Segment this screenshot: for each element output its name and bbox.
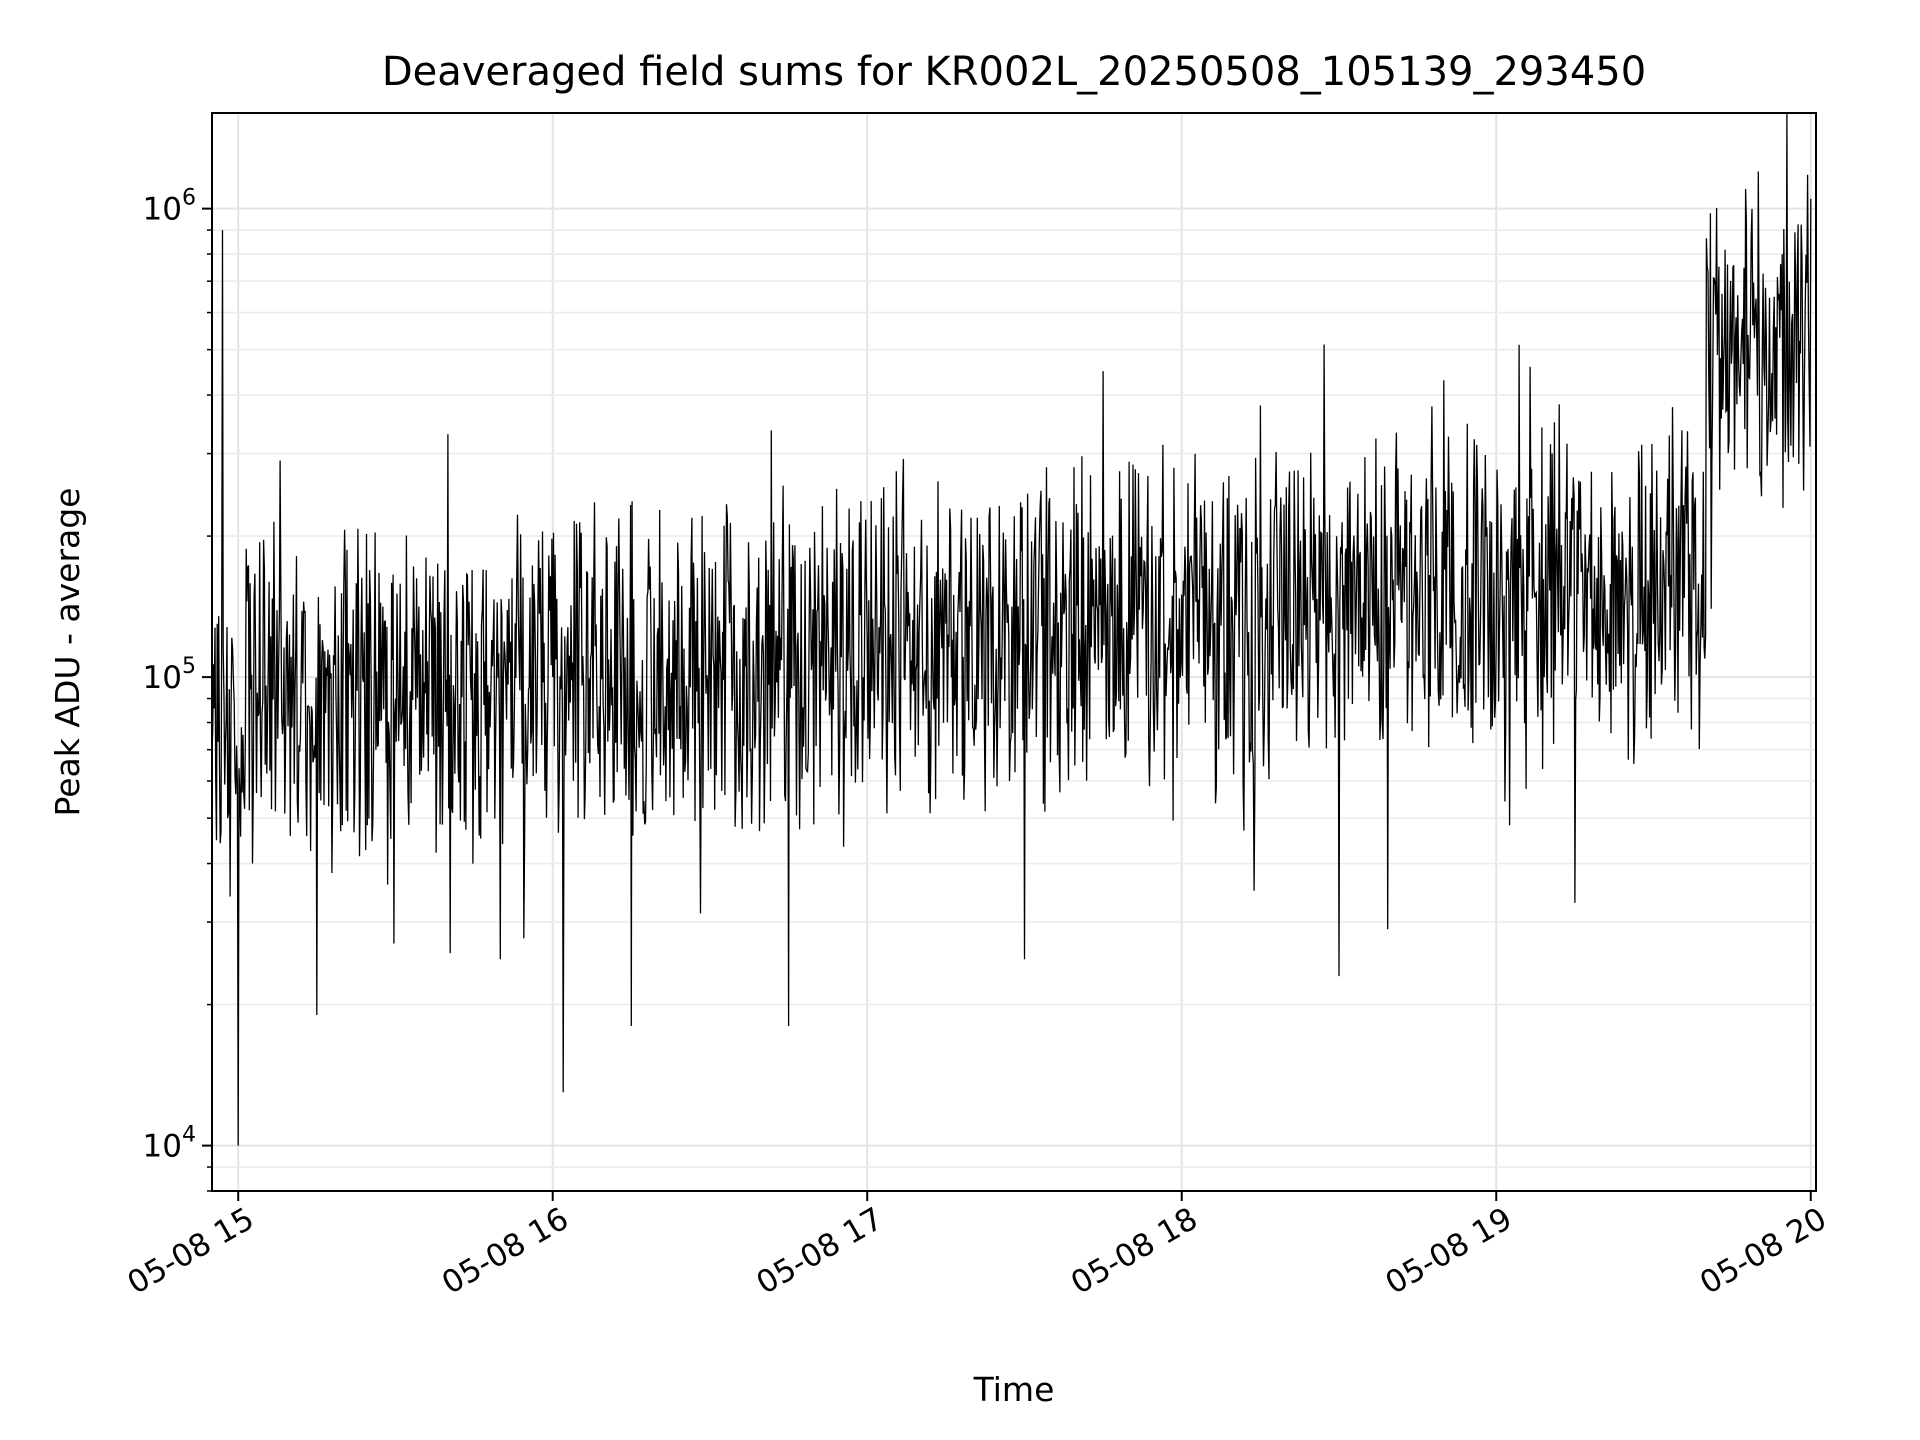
data-series bbox=[211, 112, 1812, 1146]
y-axis-label: Peak ADU - average bbox=[48, 488, 87, 817]
y-tick-label: 104 bbox=[143, 1123, 196, 1165]
plot-frame bbox=[211, 112, 1817, 1192]
y-tick-label: 105 bbox=[143, 654, 196, 696]
y-tick-label: 106 bbox=[143, 186, 196, 228]
chart-title: Deaveraged field sums for KR002L_2025050… bbox=[382, 49, 1646, 95]
x-axis-label: Time bbox=[973, 1370, 1055, 1409]
grid bbox=[212, 113, 1816, 1192]
series-line bbox=[211, 112, 1812, 1146]
